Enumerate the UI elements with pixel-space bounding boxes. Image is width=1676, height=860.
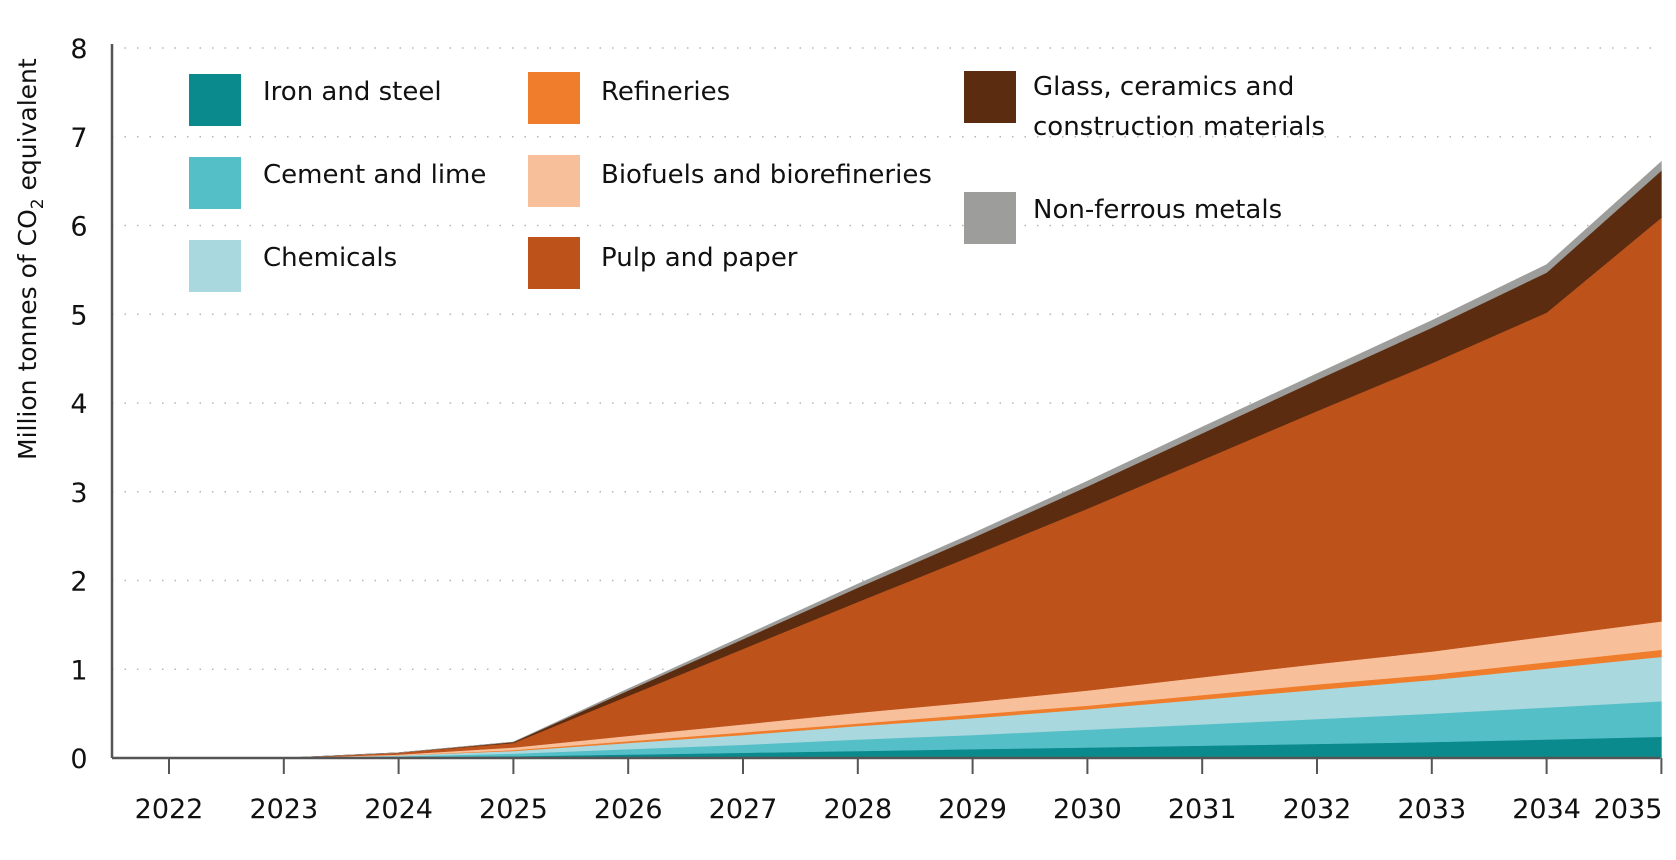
legend-swatch-6 — [964, 71, 1016, 123]
x-tick-label-2026: 2026 — [594, 794, 663, 825]
legend-label-6: Glass, ceramics and construction material… — [1033, 72, 1325, 142]
area-series-7 — [169, 160, 1662, 759]
y-tick-label-6: 6 — [70, 212, 87, 243]
x-tick-label-2025: 2025 — [479, 794, 548, 825]
legend-swatch-7 — [964, 192, 1016, 244]
y-tick-label-5: 5 — [70, 300, 87, 331]
legend-swatch-5 — [528, 237, 580, 289]
y-tick-label-8: 8 — [70, 34, 87, 65]
y-tick-label-0: 0 — [70, 744, 87, 775]
x-tick-label-2024: 2024 — [364, 794, 433, 825]
y-tick-label-2: 2 — [70, 567, 87, 598]
x-tick-labels: 2022 2023 2024 2025 2026 2027 2028 2029 2030 2031… — [135, 794, 1663, 825]
legend-swatch-3 — [528, 72, 580, 124]
x-tick-label-2022: 2022 — [135, 794, 204, 825]
legend-label-0: Iron and steel — [263, 77, 442, 107]
x-tick-label-2028: 2028 — [823, 794, 892, 825]
legend-swatch-0 — [189, 74, 241, 126]
legend-label-3: Refineries — [601, 77, 730, 107]
y-tick-label-1: 1 — [70, 655, 87, 686]
legend: Iron and steel Cement and lime Chemicals Re… — [189, 71, 1325, 292]
x-tick-label-2023: 2023 — [249, 794, 318, 825]
y-tick-label-3: 3 — [70, 478, 87, 509]
y-axis-title: Million tonnes of CO2 equivalent — [13, 58, 48, 460]
y-tick-label-4: 4 — [70, 389, 87, 420]
legend-label-2: Chemicals — [263, 243, 397, 273]
legend-label-1: Cement and lime — [263, 160, 486, 190]
x-tick-label-2030: 2030 — [1053, 794, 1122, 825]
y-axis-title-suffix: equivalent — [13, 58, 42, 198]
y-axis-title-prefix: Million tonnes of CO — [13, 209, 42, 460]
y-axis-title-subscript: 2 — [28, 198, 48, 209]
legend-label-5: Pulp and paper — [601, 243, 798, 273]
legend-label-7: Non-ferrous metals — [1033, 195, 1282, 225]
x-tick-label-2027: 2027 — [709, 794, 778, 825]
x-tick-label-2035: 2035 — [1594, 794, 1663, 825]
x-tick-label-2034: 2034 — [1512, 794, 1581, 825]
x-tick-label-2031: 2031 — [1168, 794, 1237, 825]
x-tick-label-2033: 2033 — [1397, 794, 1466, 825]
legend-swatch-2 — [189, 240, 241, 292]
y-tick-label-7: 7 — [70, 123, 87, 154]
x-tick-label-2029: 2029 — [938, 794, 1007, 825]
legend-swatch-1 — [189, 157, 241, 209]
y-tick-labels: 0 1 2 3 4 5 6 7 8 — [70, 34, 87, 775]
axes — [110, 44, 1663, 774]
legend-swatch-4 — [528, 155, 580, 207]
legend-label-4: Biofuels and biorefineries — [601, 160, 932, 190]
area-series — [169, 160, 1662, 759]
x-tick-label-2032: 2032 — [1283, 794, 1352, 825]
